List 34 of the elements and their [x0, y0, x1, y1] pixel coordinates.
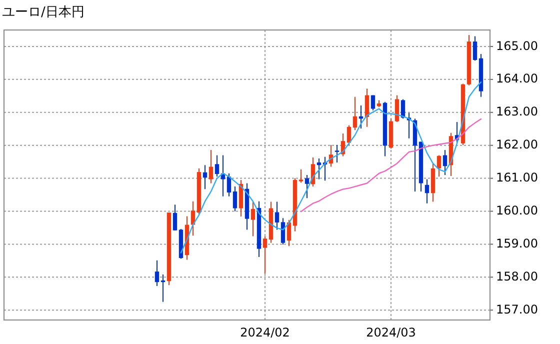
- candlestick: [334, 144, 340, 163]
- candlestick: [154, 260, 160, 287]
- candlestick: [208, 149, 214, 184]
- candlestick: [370, 94, 376, 111]
- y-tick-label: 165.00: [496, 38, 538, 53]
- chart-title: ユーロ/日本円: [2, 5, 84, 20]
- x-tick-label: 2024/03: [366, 325, 416, 340]
- y-tick-label: 160.00: [496, 204, 538, 218]
- candlestick: [214, 154, 220, 178]
- candlestick: [298, 168, 304, 184]
- y-tick-label: 159.00: [496, 236, 538, 250]
- x-tick-label: 2024/02: [240, 325, 290, 340]
- candlestick: [316, 158, 322, 180]
- candlestick: [274, 201, 280, 230]
- y-tick-label: 158.00: [496, 269, 538, 284]
- y-tick-label: 162.00: [496, 138, 538, 152]
- candlestick: [232, 186, 238, 212]
- y-tick-label: 161.00: [496, 170, 538, 185]
- candlestick: [262, 236, 268, 274]
- candlestick: [250, 200, 256, 237]
- candlestick: [172, 204, 178, 231]
- candlestick: [436, 154, 442, 178]
- y-tick-label: 157.00: [496, 302, 538, 316]
- y-tick-label: 164.00: [496, 72, 538, 86]
- line-series: [300, 118, 482, 212]
- candlestick: [352, 96, 358, 131]
- candlestick: [424, 178, 430, 204]
- candlestick: [394, 94, 400, 122]
- candlestick: [304, 174, 310, 199]
- candlestick: [202, 164, 208, 190]
- y-tick-label: 163.00: [496, 104, 538, 119]
- candlestick: [472, 36, 478, 62]
- candlestick: [226, 172, 232, 197]
- candlestick: [442, 149, 448, 176]
